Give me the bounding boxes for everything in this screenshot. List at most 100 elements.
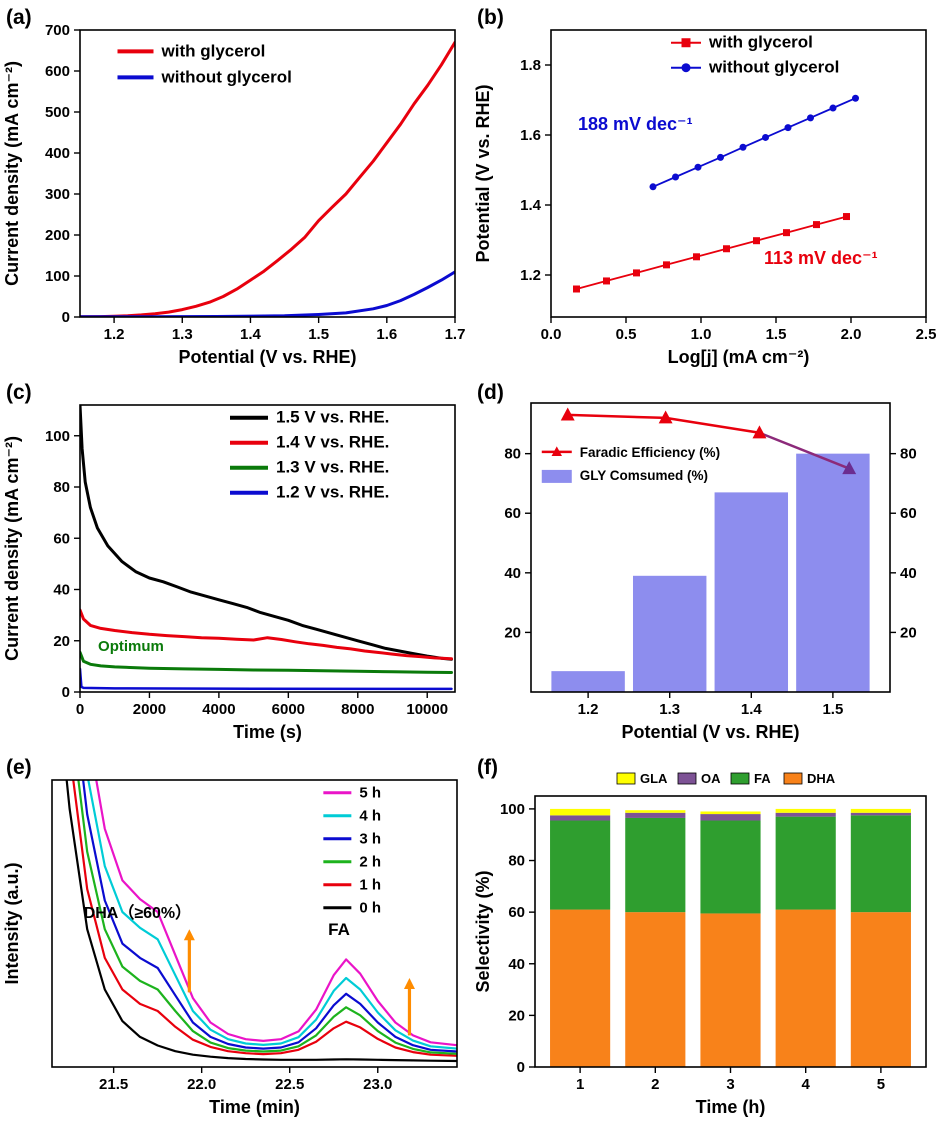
y-tick-label: 1.6 [520, 127, 541, 144]
triangle-marker [752, 425, 767, 439]
legend-label: GLY Comsumed (%) [580, 468, 708, 483]
y-right-tick-label: 60 [900, 505, 917, 522]
panel-e: 21.5 22.0 22.5 23.0 Time (min) Intensity (a.u… [0, 750, 471, 1126]
y-tick-label: 1.4 [520, 197, 542, 214]
circle-marker [739, 143, 747, 151]
square-marker [573, 285, 580, 293]
y-tick-label: 80 [504, 446, 521, 463]
chart-f-selectivity-stacked-bars: 1 2 3 4 5 0 20 40 60 80 100 Time (h) Selectivity (%)… [473, 756, 927, 1117]
x-tick-label: 23.0 [363, 1076, 392, 1093]
stack-segment-dha [775, 909, 836, 1067]
panel-a: 1.2 1.3 1.4 1.5 1.6 1.7 0 100 200 300 400 500 600 700… [0, 0, 471, 375]
legend-label: GLA [640, 771, 668, 786]
y-tick-label: 20 [508, 1007, 525, 1024]
x-tick-label: 22.0 [187, 1076, 216, 1093]
panel-label: (e) [6, 756, 32, 779]
y-tick-label: 40 [504, 565, 521, 582]
triangle-marker [560, 407, 575, 421]
y-tick-label: 100 [500, 801, 525, 818]
plot-area-d [551, 407, 870, 692]
y-axis-title: Selectivity (%) [473, 870, 493, 992]
series-line [80, 608, 453, 661]
stack-segment-dha [700, 913, 761, 1067]
plot-frame [79, 404, 456, 693]
panel-b: 0.0 0.5 1.0 1.5 2.0 2.5 1.2 1.4 1.6 1.8 Log[j] (mA… [471, 0, 942, 375]
x-tick-label: 1.4 [741, 701, 763, 718]
triangle-marker [842, 461, 857, 475]
x-tick-label: 1.0 [691, 326, 712, 343]
y-tick-label: 600 [45, 63, 70, 80]
y-tick-label: 20 [504, 624, 521, 641]
y-tick-label: 80 [53, 479, 70, 496]
y-tick-label: 200 [45, 227, 70, 244]
x-axis-title: Time (min) [209, 1097, 300, 1117]
series-line [80, 40, 455, 317]
stack-segment-gla [700, 811, 761, 815]
square-marker [681, 38, 691, 48]
legend-label: 4 h [359, 808, 381, 825]
x-axis-title: Time (h) [696, 1097, 766, 1117]
x-tick-label: 2 [651, 1076, 659, 1093]
circle-marker [694, 163, 702, 171]
x-tick-label: 5 [877, 1076, 885, 1093]
circle-marker [829, 104, 837, 112]
plot-frame [530, 402, 891, 693]
square-marker [693, 253, 700, 261]
legend-label: without glycerol [708, 58, 839, 77]
x-tick-label: 3 [726, 1076, 734, 1093]
annotation-text: Optimum [98, 638, 164, 655]
legend-swatch [677, 772, 697, 785]
square-marker [813, 221, 820, 229]
legend-label: DHA [807, 771, 836, 786]
y-tick-label: 40 [508, 956, 525, 973]
y-tick-label: 300 [45, 186, 70, 203]
circle-marker [762, 133, 769, 141]
y-tick-label: 1.2 [520, 267, 541, 284]
x-tick-label: 1.5 [766, 326, 787, 343]
x-axis-title: Potential (V vs. RHE) [621, 722, 799, 742]
legend-label: with glycerol [161, 41, 266, 60]
square-marker [633, 269, 640, 277]
legend-swatch [783, 772, 803, 785]
x-tick-label: 4000 [202, 701, 235, 718]
x-axis-title: Log[j] (mA cm⁻²) [668, 347, 810, 367]
plot-frame [51, 779, 458, 1068]
x-tick-label: 1.7 [445, 326, 466, 343]
x-tick-label: 1.6 [376, 326, 397, 343]
plot-frame [79, 29, 456, 318]
series-line [80, 667, 453, 691]
chart-b-tafel-plot: 0.0 0.5 1.0 1.5 2.0 2.5 1.2 1.4 1.6 1.8 Log[j] (mA… [473, 6, 936, 367]
x-tick-label: 22.5 [275, 1076, 304, 1093]
legend-swatch [730, 772, 750, 785]
bar [551, 671, 625, 692]
series-line [80, 270, 455, 317]
y-axis-title: Current density (mA cm⁻²) [2, 61, 22, 286]
legend-swatch [541, 469, 572, 483]
panel-label: (b) [477, 6, 504, 29]
y-tick-label: 60 [508, 904, 525, 921]
circle-marker [807, 114, 814, 122]
panel-label: (c) [6, 381, 32, 404]
triangle-marker [551, 446, 562, 457]
stack-segment-oa [625, 812, 686, 818]
chart-a-polarization-curves: 1.2 1.3 1.4 1.5 1.6 1.7 0 100 200 300 400 500 600 700… [2, 6, 466, 367]
series-line [80, 405, 453, 661]
legend-label: 5 h [359, 785, 381, 802]
y-tick-label: 0 [62, 309, 70, 326]
annotation-text: DHA（≥60%） [84, 904, 191, 922]
y-right-tick-label: 40 [900, 565, 917, 582]
panel-f: 1 2 3 4 5 0 20 40 60 80 100 Time (h) Selectivity (%)… [471, 750, 942, 1126]
x-tick-label: 10000 [406, 701, 448, 718]
x-tick-label: 1 [576, 1076, 584, 1093]
stack-segment-fa [850, 815, 911, 913]
legend-label: 3 h [359, 831, 381, 848]
square-marker [663, 261, 670, 269]
y-axis-title: Current density (mA cm⁻²) [2, 436, 22, 661]
x-tick-label: 0.5 [616, 326, 637, 343]
panel-label: (f) [477, 756, 498, 779]
series-line [87, 780, 457, 1050]
stack-segment-oa [850, 812, 911, 816]
y-tick-label: 100 [45, 428, 70, 445]
y-axis-title: Intensity (a.u.) [2, 862, 22, 984]
